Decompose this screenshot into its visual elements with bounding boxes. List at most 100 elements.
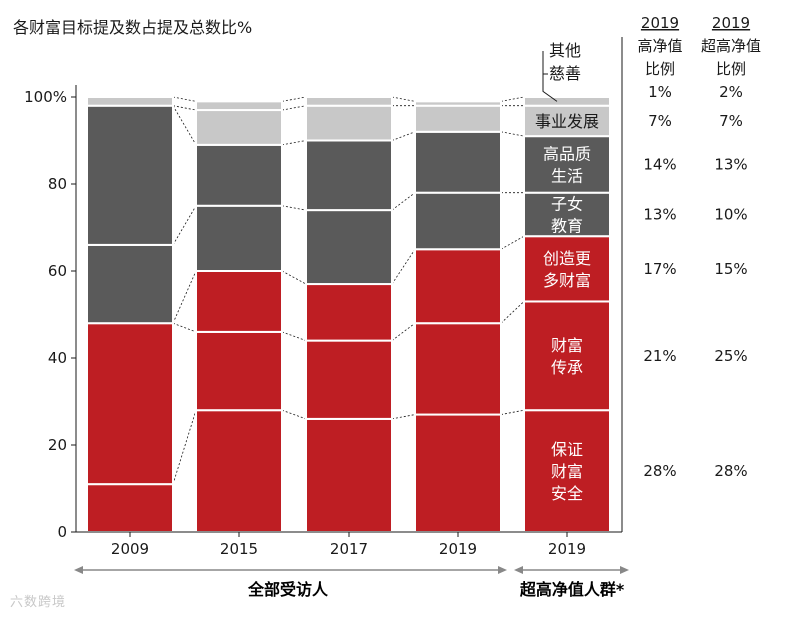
connector-3-cat-0 xyxy=(172,270,197,324)
bar-segment-4-cat-4 xyxy=(523,135,611,194)
bar-segment-1-cat-0 xyxy=(86,322,174,486)
group-arrow-all-head-right xyxy=(498,566,507,574)
table-uhnw-4: 15% xyxy=(714,260,747,278)
bar-segment-1-cat-2 xyxy=(305,339,393,420)
bar-segment-6-cat-1 xyxy=(195,100,283,112)
bar-segment-3-cat-1 xyxy=(195,204,283,272)
connector-6-cat-1 xyxy=(281,105,307,111)
callout-label-0: 其他 xyxy=(549,41,581,60)
connector-7-cat-3 xyxy=(500,96,525,102)
inbar-label-0-line-2: 安全 xyxy=(551,484,583,503)
inbar-label-3-line-1: 教育 xyxy=(551,216,583,235)
y-tick-label-0: 0 xyxy=(57,523,67,541)
inbar-label-2-line-0: 创造更 xyxy=(543,249,591,268)
connector-5-cat-2 xyxy=(391,131,416,141)
bar-segment-6-cat-4 xyxy=(523,96,611,107)
x-tick-label-1: 2015 xyxy=(220,540,258,558)
connector-2-cat-1 xyxy=(281,331,307,341)
table-uhnw-6: 28% xyxy=(714,462,747,480)
group-arrow-uhnw-head-left xyxy=(514,566,523,574)
inbar-label-1-line-0: 财富 xyxy=(551,336,583,355)
table-hnw-6: 28% xyxy=(643,462,676,480)
bar-segment-4-cat-3 xyxy=(414,130,502,194)
connector-4-cat-2 xyxy=(391,192,416,211)
bar-segment-5-cat-2 xyxy=(305,104,393,142)
connector-1-cat-1 xyxy=(281,409,307,420)
x-tick-label-0: 2009 xyxy=(111,540,149,558)
inbar-label-0-line-0: 保证 xyxy=(551,440,583,459)
y-tick-label-2: 40 xyxy=(48,349,67,367)
table-header-line1-0: 高净值 xyxy=(637,37,682,55)
bar-segment-0-cat-2 xyxy=(305,417,393,533)
bar-segment-2-cat-3 xyxy=(414,248,502,325)
bar-segment-3-cat-3 xyxy=(414,191,502,251)
bar-segment-2-cat-1 xyxy=(195,270,283,333)
bar-segment-3-cat-2 xyxy=(305,209,393,286)
connector-5-cat-3 xyxy=(500,131,525,137)
bar-segment-1-cat-3 xyxy=(414,322,502,416)
bar-segment-4-cat-1 xyxy=(195,143,283,207)
callout-label-1: 慈善 xyxy=(549,64,581,83)
group-label-all: 全部受访人 xyxy=(247,580,329,599)
table-hnw-0: 1% xyxy=(648,83,672,101)
connector-2-cat-0 xyxy=(172,322,197,333)
connector-7-cat-1 xyxy=(281,96,307,102)
y-tick-label-4: 80 xyxy=(48,175,67,193)
connector-2-cat-3 xyxy=(500,301,525,324)
table-header-line1-1: 超高净值 xyxy=(701,37,761,55)
connector-3-cat-3 xyxy=(500,235,525,250)
connector-1-cat-0 xyxy=(172,410,197,485)
bar-segment-1-cat-1 xyxy=(195,330,283,412)
inbar-label-0-line-1: 财富 xyxy=(551,462,583,481)
bar-segment-5-cat-1 xyxy=(195,109,283,146)
bar-segment-5-cat-3 xyxy=(414,104,502,133)
bar-segment-6-cat-2 xyxy=(305,96,393,107)
bar-segment-4-cat-2 xyxy=(305,139,393,212)
connector-7-cat-0 xyxy=(172,96,197,102)
connector-4-cat-0 xyxy=(172,205,197,246)
table-hnw-4: 17% xyxy=(643,260,676,278)
bar-segment-2-cat-4 xyxy=(523,235,611,303)
connector-5-cat-1 xyxy=(281,140,307,146)
bar-segment-6-cat-0 xyxy=(86,96,174,107)
connector-3-cat-1 xyxy=(281,270,307,285)
x-tick-label-3: 2019 xyxy=(439,540,477,558)
x-tick-label-2: 2017 xyxy=(330,540,368,558)
inbar-label-4-line-0: 高品质 xyxy=(543,144,591,163)
table-header-year-1: 2019 xyxy=(712,14,750,32)
connector-2-cat-2 xyxy=(391,322,416,341)
inbar-label-2-line-1: 多财富 xyxy=(543,271,591,290)
inbar-label-5-line-0: 事业发展 xyxy=(535,112,599,131)
chart-title: 各财富目标提及数占提及总数比% xyxy=(13,18,252,37)
connector-3-cat-2 xyxy=(391,249,416,285)
y-tick-label-1: 20 xyxy=(48,436,67,454)
table-uhnw-3: 10% xyxy=(714,205,747,223)
table-uhnw-2: 13% xyxy=(714,155,747,173)
group-arrow-uhnw-head-right xyxy=(620,566,629,574)
bar-segment-1-cat-4 xyxy=(523,300,611,412)
group-label-uhnw: 超高净值人群* xyxy=(519,580,625,599)
group-labels: 全部受访人 超高净值人群* xyxy=(74,566,629,599)
bar-segment-0-cat-1 xyxy=(195,409,283,534)
inbar-label-4-line-1: 生活 xyxy=(551,166,583,185)
table-uhnw-0: 2% xyxy=(719,83,743,101)
bar-segment-2-cat-2 xyxy=(305,283,393,342)
table-hnw-1: 7% xyxy=(648,112,672,130)
table-uhnw-1: 7% xyxy=(719,112,743,130)
bar-segment-0-cat-0 xyxy=(86,483,174,533)
bar-segment-3-cat-0 xyxy=(86,243,174,325)
x-tick-label-4: 2019 xyxy=(548,540,586,558)
inbar-label-3-line-0: 子女 xyxy=(551,194,583,213)
y-tick-label-3: 60 xyxy=(48,262,67,280)
table-uhnw-5: 25% xyxy=(714,347,747,365)
connector-lines xyxy=(172,96,525,485)
connector-5-cat-0 xyxy=(172,105,197,146)
table-header-year-0: 2019 xyxy=(641,14,679,32)
bar-segments xyxy=(86,96,611,534)
connector-1-cat-3 xyxy=(500,409,525,415)
table-header-line2-1: 比例 xyxy=(716,60,746,78)
inbar-label-1-line-1: 传承 xyxy=(551,358,583,377)
